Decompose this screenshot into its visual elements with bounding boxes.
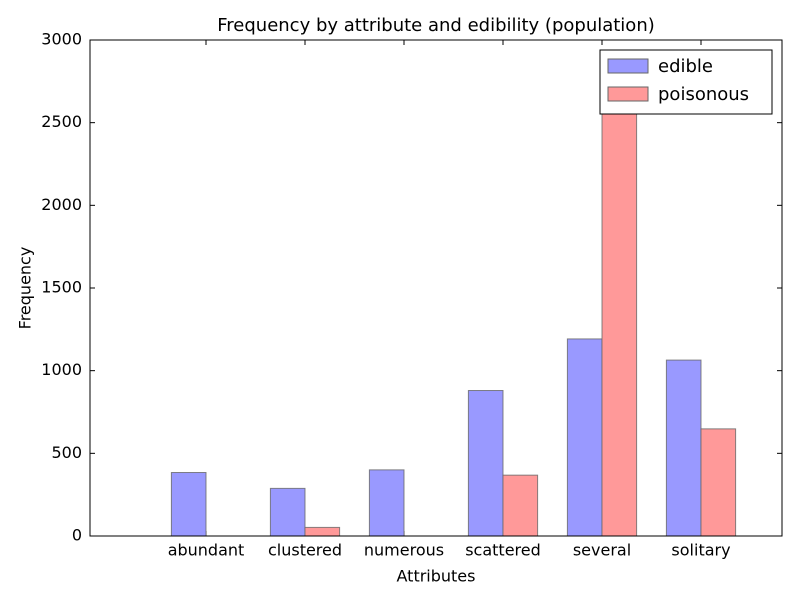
bar xyxy=(467,390,504,537)
y-tick-label: 2000 xyxy=(41,195,82,214)
legend-label: poisonous xyxy=(658,84,749,105)
y-tick-label: 1500 xyxy=(41,278,82,297)
legend-swatch xyxy=(607,58,649,74)
x-axis-label: Attributes xyxy=(397,567,476,586)
x-tick-label: abundant xyxy=(168,541,245,560)
bar xyxy=(566,338,603,537)
bar xyxy=(700,428,737,537)
y-tick-label: 2500 xyxy=(41,112,82,131)
x-tick-label: solitary xyxy=(671,541,730,560)
bar xyxy=(269,487,306,537)
x-tick-label: scattered xyxy=(465,541,541,560)
y-tick-label: 500 xyxy=(51,443,82,462)
bar xyxy=(304,526,341,537)
legend-label: edible xyxy=(658,56,713,77)
plot-frame xyxy=(89,39,783,537)
y-tick-label: 3000 xyxy=(41,30,82,49)
legend-swatch xyxy=(607,86,649,102)
y-tick-label: 0 xyxy=(72,526,82,545)
chart-title: Frequency by attribute and edibility (po… xyxy=(217,15,655,36)
x-tick-label: several xyxy=(573,541,631,560)
x-tick-label: numerous xyxy=(364,541,444,560)
bar xyxy=(601,64,638,537)
x-tick-label: clustered xyxy=(268,541,342,560)
bar xyxy=(665,359,702,537)
y-tick-label: 1000 xyxy=(41,360,82,379)
bar xyxy=(170,472,207,537)
bar xyxy=(368,469,405,537)
bar xyxy=(502,474,539,537)
y-axis-label: Frequency xyxy=(16,247,35,330)
